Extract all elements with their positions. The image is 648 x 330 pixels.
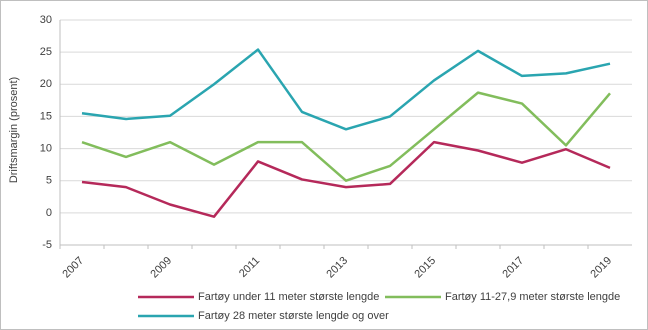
data-line [81, 91, 611, 182]
y-tick-label: 20 [40, 78, 52, 90]
y-tick-label: 5 [46, 175, 52, 187]
data-line [81, 48, 611, 131]
legend-label: Fartøy 11-27,9 meter største lengde [445, 291, 620, 303]
y-tick-label: 25 [40, 46, 52, 58]
legend-label: Fartøy 28 meter største lengde og over [198, 310, 389, 322]
y-tick-label: 30 [40, 14, 52, 26]
legend-label: Fartøy under 11 meter største lengde [198, 291, 379, 303]
y-tick-label: 15 [40, 110, 52, 122]
y-tick-label: 0 [46, 207, 52, 219]
y-tick-label: -5 [42, 239, 52, 251]
y-axis-label: Driftsmargin (prosent) [8, 77, 20, 183]
data-line [81, 140, 611, 218]
y-tick-label: 10 [40, 142, 52, 154]
